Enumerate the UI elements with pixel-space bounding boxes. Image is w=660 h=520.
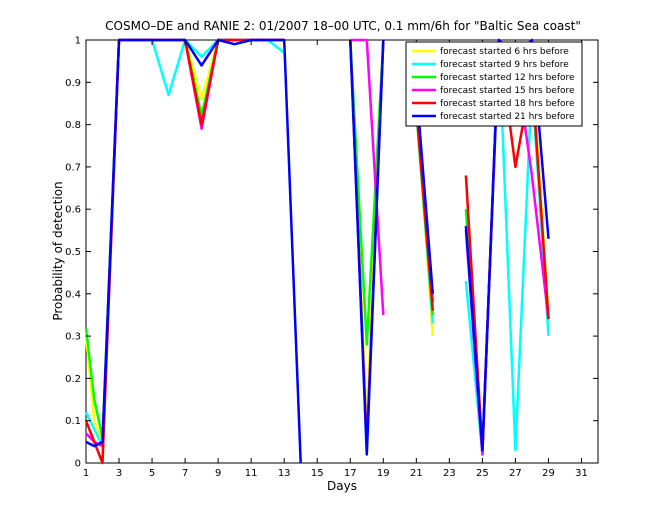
legend-box <box>405 41 583 127</box>
x-tick-label: 23 <box>443 468 456 479</box>
x-tick-label: 27 <box>509 468 522 479</box>
x-tick-label: 3 <box>116 468 122 479</box>
legend-label-1: forecast started 6 hrs before <box>440 47 569 57</box>
y-tick-label: 0.5 <box>65 247 81 258</box>
y-axis-label: Probability of detection <box>51 181 65 320</box>
y-tick-label: 0.3 <box>65 332 81 343</box>
x-tick-label: 21 <box>410 468 423 479</box>
x-axis-ticks: 1 3 5 7 9 11 13 15 17 19 21 23 25 27 29 31 <box>83 40 588 479</box>
y-tick-label: 0.7 <box>65 162 81 173</box>
series-layer <box>84 38 550 465</box>
x-tick-label: 9 <box>215 468 221 479</box>
legend-label-3: forecast started 12 hrs before <box>440 73 575 83</box>
x-tick-label: 11 <box>245 468 258 479</box>
y-tick-label: 0.4 <box>65 289 81 300</box>
y-tick-label: 0.1 <box>65 416 81 427</box>
x-tick-label: 29 <box>542 468 555 479</box>
y-tick-label: 0 <box>75 459 81 470</box>
y-tick-label: 0.6 <box>65 205 81 216</box>
x-tick-label: 5 <box>149 468 155 479</box>
x-tick-label: 17 <box>344 468 357 479</box>
chart-title: COSMO–DE and RANIE 2: 01/2007 18–00 UTC,… <box>105 19 581 33</box>
y-tick-label: 0.8 <box>65 120 81 131</box>
x-tick-label: 7 <box>182 468 188 479</box>
legend: forecast started 6 hrs before forecast st… <box>405 41 583 127</box>
y-axis-ticks: 0 0.1 0.2 0.3 0.4 0.5 0.6 0.7 0.8 0.9 1 <box>65 36 598 470</box>
x-tick-label: 15 <box>311 468 324 479</box>
legend-label-2: forecast started 9 hrs before <box>440 60 569 70</box>
x-tick-label: 19 <box>377 468 390 479</box>
legend-label-4: forecast started 15 hrs before <box>440 86 575 96</box>
y-tick-label: 1 <box>75 36 81 47</box>
x-tick-label: 31 <box>575 468 588 479</box>
x-tick-label: 25 <box>476 468 489 479</box>
legend-label-5: forecast started 18 hrs before <box>440 99 575 109</box>
x-tick-label: 1 <box>83 468 89 479</box>
y-tick-label: 0.2 <box>65 374 81 385</box>
y-tick-label: 0.9 <box>65 78 81 89</box>
x-tick-label: 13 <box>278 468 291 479</box>
legend-label-6: forecast started 21 hrs before <box>440 112 575 122</box>
x-axis-label: Days <box>327 479 357 493</box>
